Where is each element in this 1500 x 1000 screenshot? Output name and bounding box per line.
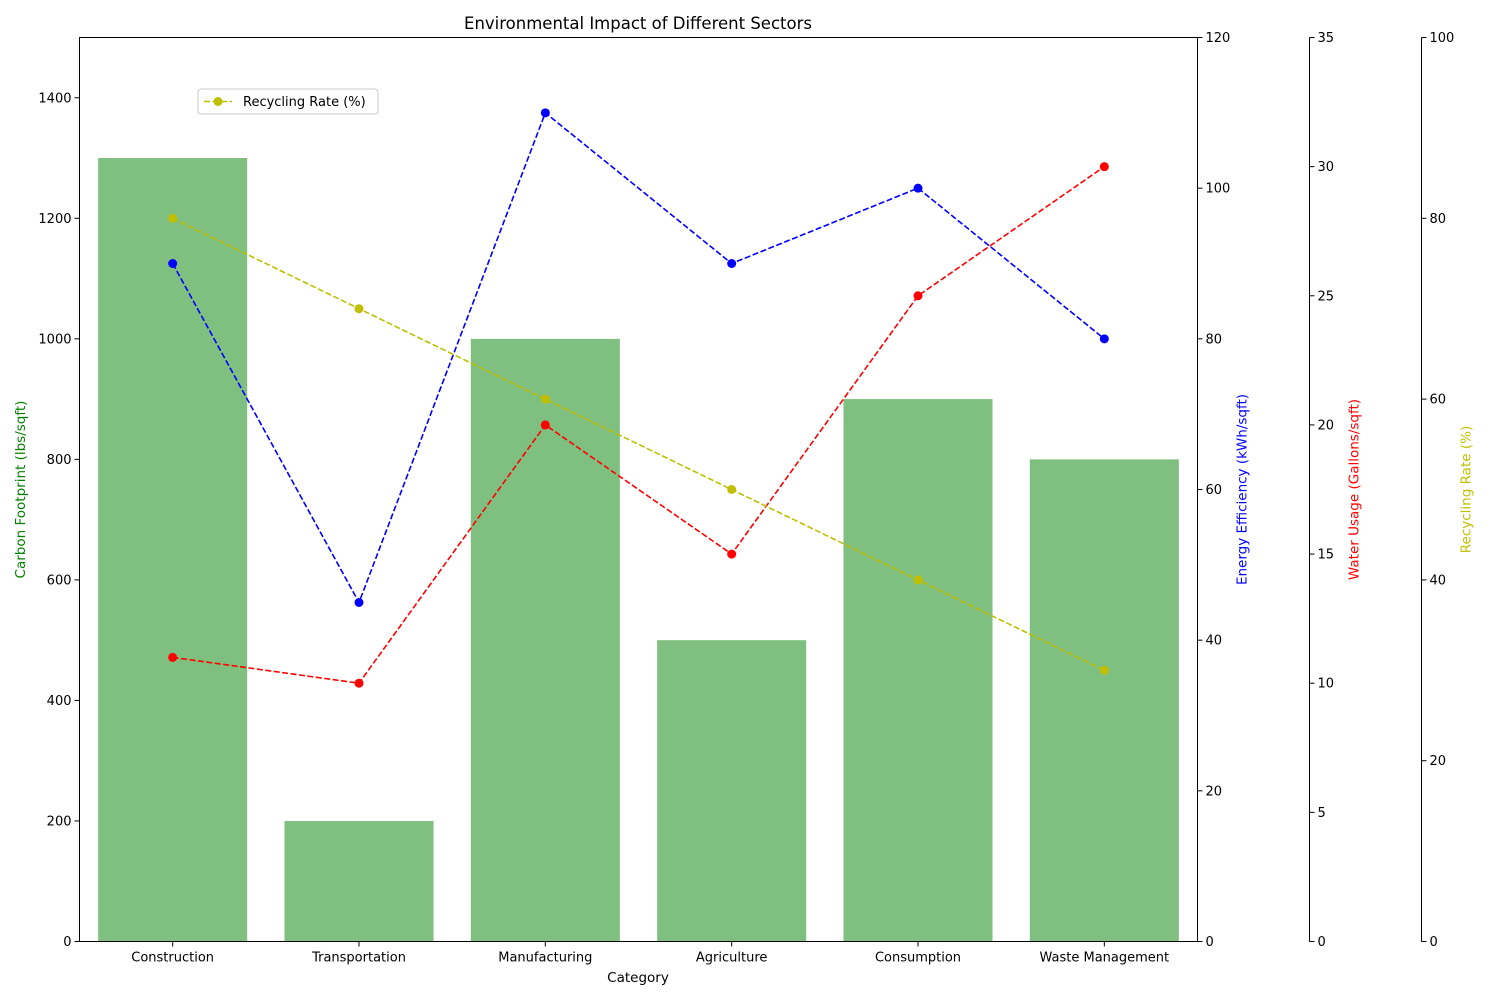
right-y-axis-title-1: Water Usage (Gallons/sqft) — [1347, 399, 1363, 580]
right-y-tick-label-0-2: 40 — [1206, 634, 1223, 649]
axes-layer: Construction Transportation Manufacturing A… — [13, 31, 1475, 966]
series-1-point-0 — [168, 652, 178, 662]
series-2-point-3 — [727, 485, 737, 494]
right-y-tick-label-0-5: 100 — [1206, 182, 1231, 197]
x-axis-title: Category — [607, 970, 669, 986]
left-y-tick-label-7: 1400 — [38, 91, 71, 106]
right-y-tick-label-0-6: 120 — [1206, 31, 1231, 46]
left-y-axis-title: Carbon Footprint (lbs/sqft) — [13, 401, 29, 579]
right-y-tick-label-2-0: 0 — [1430, 935, 1438, 950]
x-tick-label-2: Manufacturing — [498, 951, 592, 966]
x-tick-label-5: Waste Management — [1040, 951, 1170, 966]
series-1-point-2 — [540, 420, 550, 430]
right-y-tick-label-0-3: 60 — [1206, 483, 1223, 498]
series-2-point-2 — [540, 394, 550, 404]
series-2-point-0 — [168, 213, 178, 223]
legend-marker-swatch — [213, 97, 223, 106]
series-0-point-5 — [1099, 334, 1109, 344]
right-y-tick-label-2-4: 80 — [1430, 212, 1447, 227]
series-line-1 — [172, 165, 1105, 685]
chart-title: Environmental Impact of Different Sector… — [464, 14, 812, 33]
series-0-point-2 — [540, 108, 550, 118]
series-0-point-4 — [913, 183, 923, 193]
legend-box — [197, 88, 379, 115]
left-y-tick-label-1: 200 — [47, 814, 72, 829]
right-y-tick-label-0-1: 20 — [1206, 784, 1223, 799]
lines-layer — [168, 108, 1109, 688]
x-tick-label-4: Consumption — [875, 951, 961, 966]
right-y-tick-label-1-0: 0 — [1318, 935, 1326, 950]
right-y-tick-label-1-2: 10 — [1318, 677, 1335, 692]
right-y-tick-label-1-3: 15 — [1318, 548, 1335, 563]
right-y-tick-label-1-5: 25 — [1318, 289, 1335, 304]
right-y-tick-label-2-1: 20 — [1430, 754, 1447, 769]
series-1-point-3 — [727, 549, 737, 559]
series-1-point-5 — [1099, 162, 1109, 172]
left-y-tick-label-0: 0 — [63, 935, 71, 950]
left-y-tick-label-5: 1000 — [38, 332, 71, 347]
series-0-point-3 — [727, 259, 737, 268]
bar-manufacturing — [470, 338, 620, 942]
bar-agriculture — [657, 640, 807, 942]
right-y-axis-title-0: Energy Efficiency (kWh/sqft) — [1235, 394, 1251, 585]
series-2-point-4 — [913, 575, 923, 585]
series-1-point-1 — [354, 678, 364, 688]
bar-construction — [98, 158, 248, 942]
x-tick-label-0: Construction — [131, 951, 214, 966]
right-y-tick-label-1-1: 5 — [1318, 806, 1326, 821]
series-0-point-0 — [168, 259, 178, 268]
right-y-tick-label-2-5: 100 — [1430, 31, 1455, 46]
series-0-point-1 — [354, 598, 364, 607]
right-y-tick-label-0-0: 0 — [1206, 935, 1214, 950]
legend: Recycling Rate (%) — [197, 88, 379, 115]
bars-layer — [98, 158, 1179, 942]
series-line-0 — [171, 111, 1105, 605]
x-tick-label-3: Agriculture — [696, 951, 768, 966]
left-y-tick-label-2: 400 — [47, 694, 72, 709]
bar-waste-management — [1029, 459, 1179, 942]
x-tick-label-1: Transportation — [311, 951, 406, 966]
legend-label: Recycling Rate (%) — [243, 95, 366, 110]
left-y-tick-label-3: 600 — [47, 573, 72, 588]
left-y-tick-label-6: 1200 — [38, 212, 71, 227]
right-y-tick-label-2-3: 60 — [1430, 393, 1447, 408]
left-y-tick-label-4: 800 — [47, 453, 72, 468]
right-y-tick-label-1-7: 35 — [1318, 31, 1335, 46]
series-2-point-5 — [1099, 665, 1109, 675]
right-y-tick-label-2-2: 40 — [1430, 573, 1447, 588]
right-y-tick-label-1-6: 30 — [1318, 160, 1335, 175]
series-1-point-4 — [913, 291, 923, 301]
bar-consumption — [843, 399, 993, 942]
bar-transportation — [284, 820, 434, 942]
series-2-point-1 — [354, 304, 364, 314]
series-line-2 — [172, 217, 1105, 672]
right-y-tick-label-1-4: 20 — [1318, 418, 1335, 433]
right-y-axis-title-2: Recycling Rate (%) — [1459, 426, 1475, 553]
right-y-tick-label-0-4: 80 — [1206, 332, 1223, 347]
